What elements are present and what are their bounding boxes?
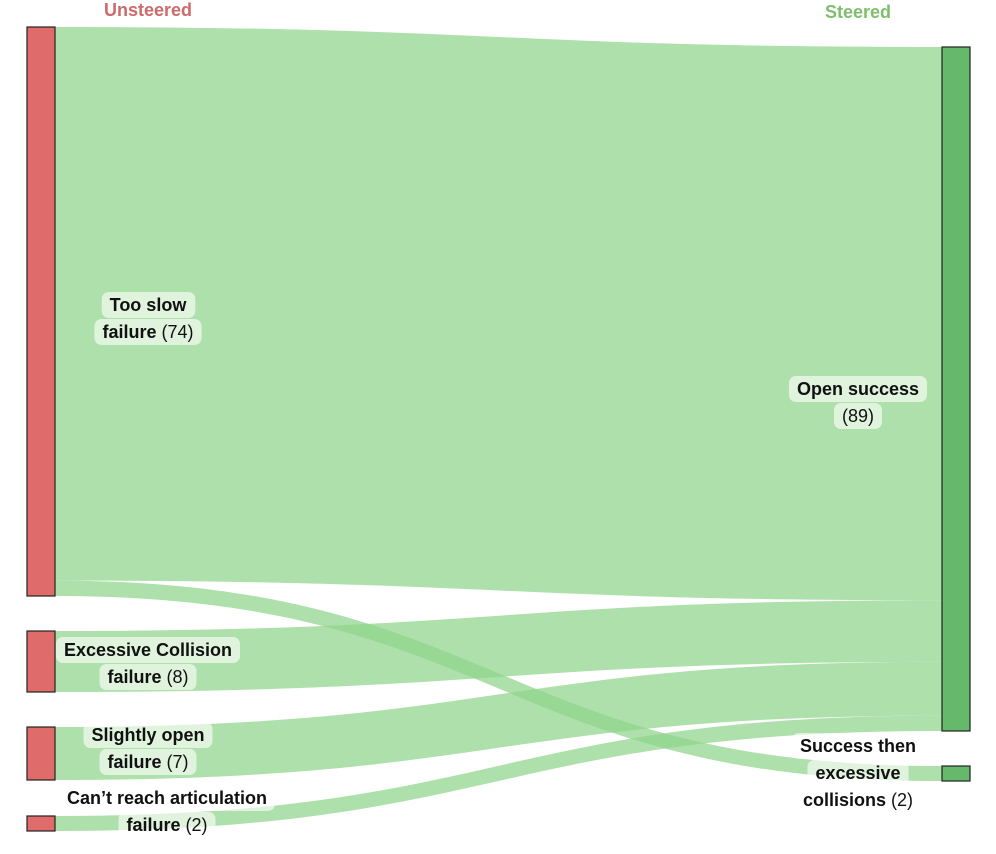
node-collision [26, 630, 56, 693]
label-background [118, 812, 216, 838]
label-background [794, 787, 922, 813]
label-line-cant_reach-1: failure (2) [126, 815, 207, 835]
label-background [101, 292, 196, 318]
label-collision: Excessive Collision failure (8) [55, 637, 241, 690]
label-line-open_success-0: Open success [797, 379, 919, 399]
label-line-slightly_open-0: Slightly open [91, 725, 204, 745]
label-line-success_collisions-2: collisions (2) [803, 790, 913, 810]
node-open_success [941, 46, 971, 732]
label-background [99, 664, 197, 690]
flow-cant_reach-to-open_success [55, 715, 942, 831]
flow-too_slow-to-open_success [55, 27, 942, 601]
label-background [58, 785, 276, 811]
label-background [83, 722, 213, 748]
label-background [791, 733, 925, 759]
column-header-steered: Steered [825, 2, 891, 22]
label-too_slow: Too slow failure (74) [94, 292, 202, 345]
column-header-unsteered: Unsteered [104, 0, 192, 20]
label-line-too_slow-0: Too slow [110, 295, 188, 315]
label-cant_reach: Can’t reach articulation failure (2) [58, 785, 276, 838]
label-background [833, 403, 883, 429]
label-background [788, 376, 928, 402]
label-open_success: Open success (89) [788, 376, 928, 429]
node-slightly_open [26, 726, 56, 781]
node-too_slow [26, 26, 56, 597]
label-line-success_collisions-1: excessive [815, 763, 900, 783]
label-background [99, 749, 197, 775]
label-line-too_slow-1: failure (74) [102, 322, 193, 342]
label-line-success_collisions-0: Success then [800, 736, 916, 756]
label-line-cant_reach-0: Can’t reach articulation [67, 788, 267, 808]
flow-too_slow-to-success_collisions [55, 580, 942, 781]
flows-layer [55, 27, 942, 831]
nodes-layer [26, 26, 971, 832]
label-background [94, 319, 202, 345]
label-slightly_open: Slightly open failure (7) [83, 722, 213, 775]
labels-layer: Too slow failure (74) Excessive Collision f… [55, 292, 928, 838]
label-background [807, 760, 909, 786]
label-background [55, 637, 241, 663]
node-success_collisions [941, 765, 971, 782]
flow-slightly_open-to-open_success [55, 661, 942, 780]
label-line-collision-1: failure (8) [107, 667, 188, 687]
label-line-slightly_open-1: failure (7) [107, 752, 188, 772]
label-success_collisions: Success then excessive collisions (2) [791, 733, 925, 813]
node-cant_reach [26, 815, 56, 832]
flow-collision-to-open_success [55, 600, 942, 692]
label-line-collision-0: Excessive Collision [64, 640, 232, 660]
label-line-open_success-1: (89) [842, 406, 874, 426]
